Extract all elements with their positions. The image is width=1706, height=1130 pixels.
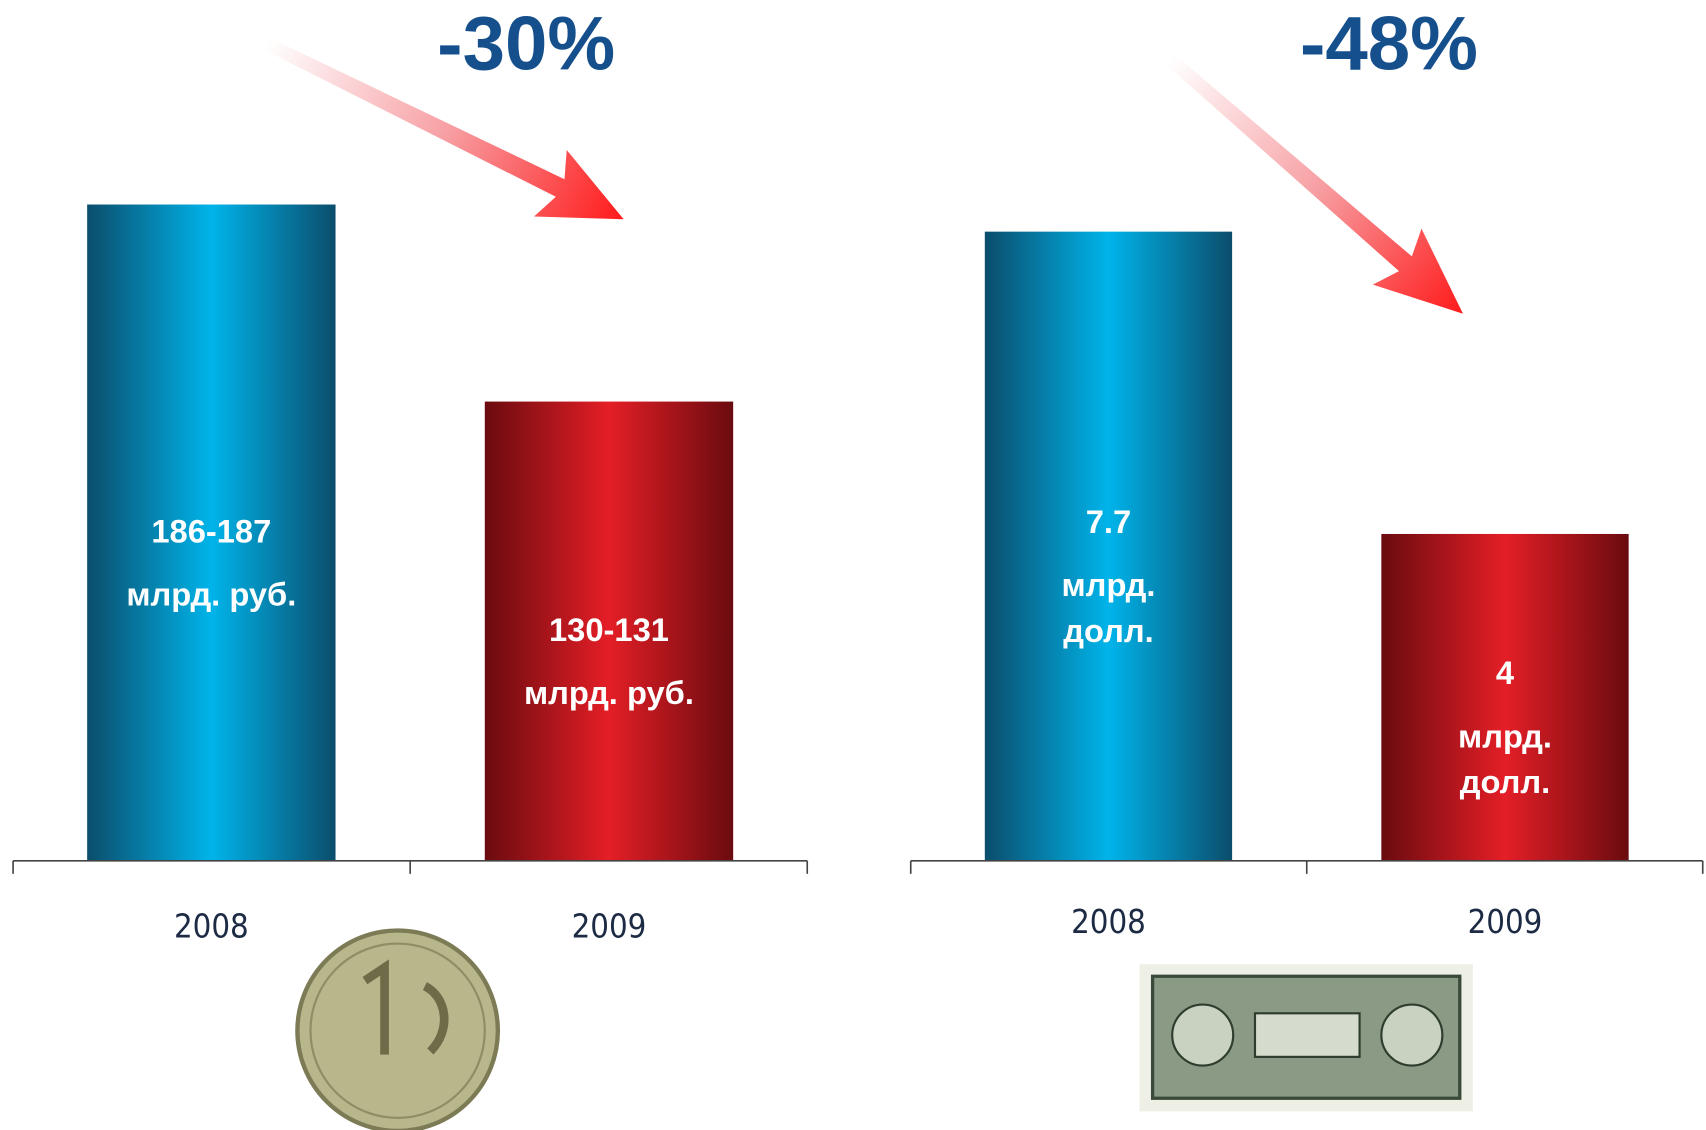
value-label: 4 [1496, 654, 1514, 691]
value-label: млрд. руб. [126, 576, 296, 613]
value-label: долл. [1063, 612, 1153, 649]
annotation: -30% [437, 1, 615, 86]
dollar-bill [1140, 964, 1473, 1111]
x-tick-label: 2009 [1468, 903, 1543, 941]
x-tick-label: 2008 [174, 907, 249, 945]
x-tick-label: 2009 [572, 907, 647, 945]
value-label: млрд. [1458, 717, 1552, 754]
value-label: 130-131 [549, 611, 669, 648]
bar [985, 232, 1232, 861]
bar [1381, 534, 1628, 861]
value-label: 186-187 [151, 512, 271, 549]
x-tick-label: 2008 [1071, 903, 1146, 941]
coin [297, 930, 497, 1130]
value-label: млрд. руб. [524, 674, 694, 711]
value-label: млрд. [1062, 566, 1156, 603]
page: -30% 186-187 млрд. руб. 2008 130-131 млрд. ру… [0, 0, 1706, 1130]
value-label: долл. [1460, 763, 1550, 800]
value-label: 7.7 [1086, 503, 1131, 540]
annotation: -48% [1300, 1, 1478, 86]
